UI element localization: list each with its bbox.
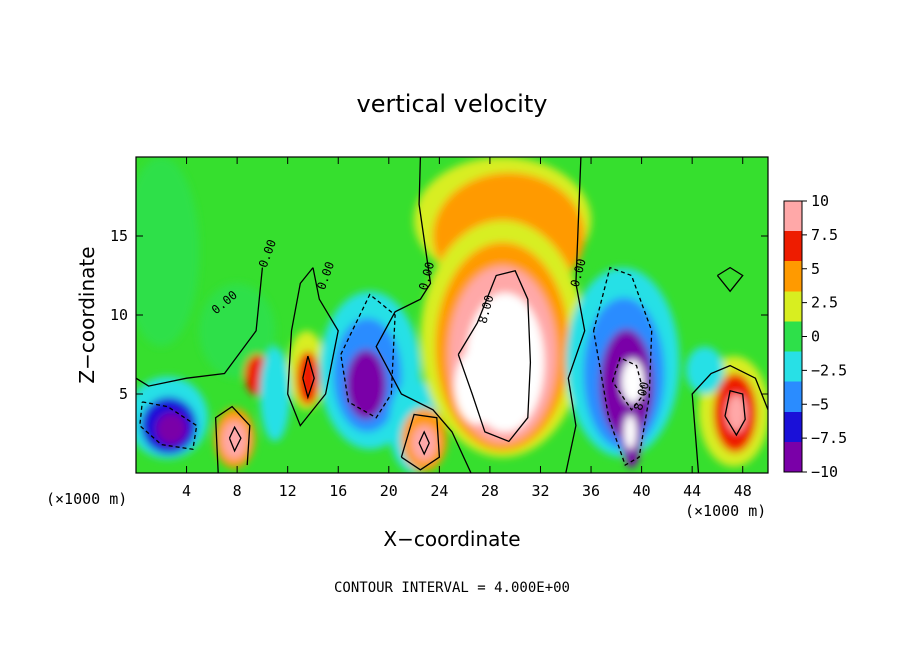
- velocity-cell: [623, 414, 637, 450]
- contour-lines: [136, 157, 768, 473]
- contour-negative: [340, 293, 396, 419]
- colorbar-tick-label: 10: [811, 192, 829, 210]
- velocity-cell: [726, 394, 747, 432]
- colorbar-tick-label: 7.5: [811, 226, 838, 244]
- y-axis-title: Z−coordinate: [75, 246, 99, 383]
- colorbar-tick-label: −7.5: [811, 429, 847, 447]
- colorbar-tick-label: 0: [811, 328, 820, 346]
- x-tick-label: 48: [734, 482, 752, 500]
- colorbar-scale: [783, 200, 803, 473]
- x-tick-label: 16: [329, 482, 347, 500]
- contour-positive: [716, 266, 744, 293]
- contour-positive: [400, 413, 441, 471]
- x-tick-label: 12: [279, 482, 297, 500]
- contour-negative: [139, 401, 198, 451]
- velocity-cell: [621, 359, 645, 404]
- contour-positive: [302, 355, 315, 400]
- colorbar-tick-label: 5: [811, 260, 820, 278]
- colorbar: 10 7.5 5 2.5 0 −2.5 −5 −7.5 −10: [783, 192, 847, 481]
- colorbar-tick-label: −10: [811, 463, 838, 481]
- contour-positive: [375, 157, 472, 473]
- y-axis: 5 10 15: [110, 227, 768, 403]
- velocity-cell: [156, 412, 187, 445]
- velocity-cell: [357, 371, 375, 404]
- x-tick-label: 24: [430, 482, 448, 500]
- x-tick-label: 28: [481, 482, 499, 500]
- contour-positive: [565, 157, 586, 473]
- chart-title: vertical velocity: [357, 90, 548, 118]
- x-tick-label: 44: [683, 482, 701, 500]
- x-units-right: (×1000 m): [685, 502, 766, 520]
- x-axis: 4 8 12 16 20 24 28 32 36 40 44 48: [182, 157, 752, 500]
- x-tick-label: 40: [633, 482, 651, 500]
- contour-interval-note: CONTOUR INTERVAL = 4.000E+00: [334, 580, 570, 596]
- y-tick-label: 15: [110, 227, 128, 245]
- contour-positive: [228, 425, 242, 453]
- velocity-cell: [454, 348, 501, 425]
- contour-positive: [457, 270, 532, 443]
- velocity-cell: [136, 157, 200, 347]
- contour-positive: [287, 267, 339, 427]
- contour-negative: [592, 266, 653, 467]
- contour-positive: [691, 364, 768, 473]
- x-tick-label: 36: [582, 482, 600, 500]
- contour-negative: [611, 356, 645, 411]
- velocity-cell: [685, 346, 724, 394]
- velocity-cell: [199, 283, 276, 379]
- velocity-cell: [221, 420, 248, 459]
- contour-positive: [136, 267, 264, 387]
- contour-positive: [724, 390, 746, 437]
- velocity-cell: [259, 346, 291, 442]
- velocity-cell: [411, 425, 437, 461]
- colorbar-tick-label: −5: [811, 395, 829, 413]
- x-units-left: (×1000 m): [46, 490, 127, 508]
- x-tick-label: 4: [182, 482, 191, 500]
- contour-positive: [418, 430, 430, 456]
- y-tick-label: 10: [110, 306, 128, 324]
- velocity-cell: [296, 351, 320, 406]
- colorbar-tick-label: 2.5: [811, 294, 838, 312]
- x-tick-label: 8: [233, 482, 242, 500]
- colorbar-tick-label: −2.5: [811, 361, 847, 379]
- x-tick-label: 20: [380, 482, 398, 500]
- velocity-field: [136, 157, 768, 473]
- contour-positive: [214, 405, 251, 473]
- x-tick-label: 32: [531, 482, 549, 500]
- x-axis-title: X−coordinate: [383, 527, 520, 551]
- plot-area: 0.000.000.00 0.00 0.008.008.00: [135, 156, 769, 474]
- y-tick-label: 5: [119, 385, 128, 403]
